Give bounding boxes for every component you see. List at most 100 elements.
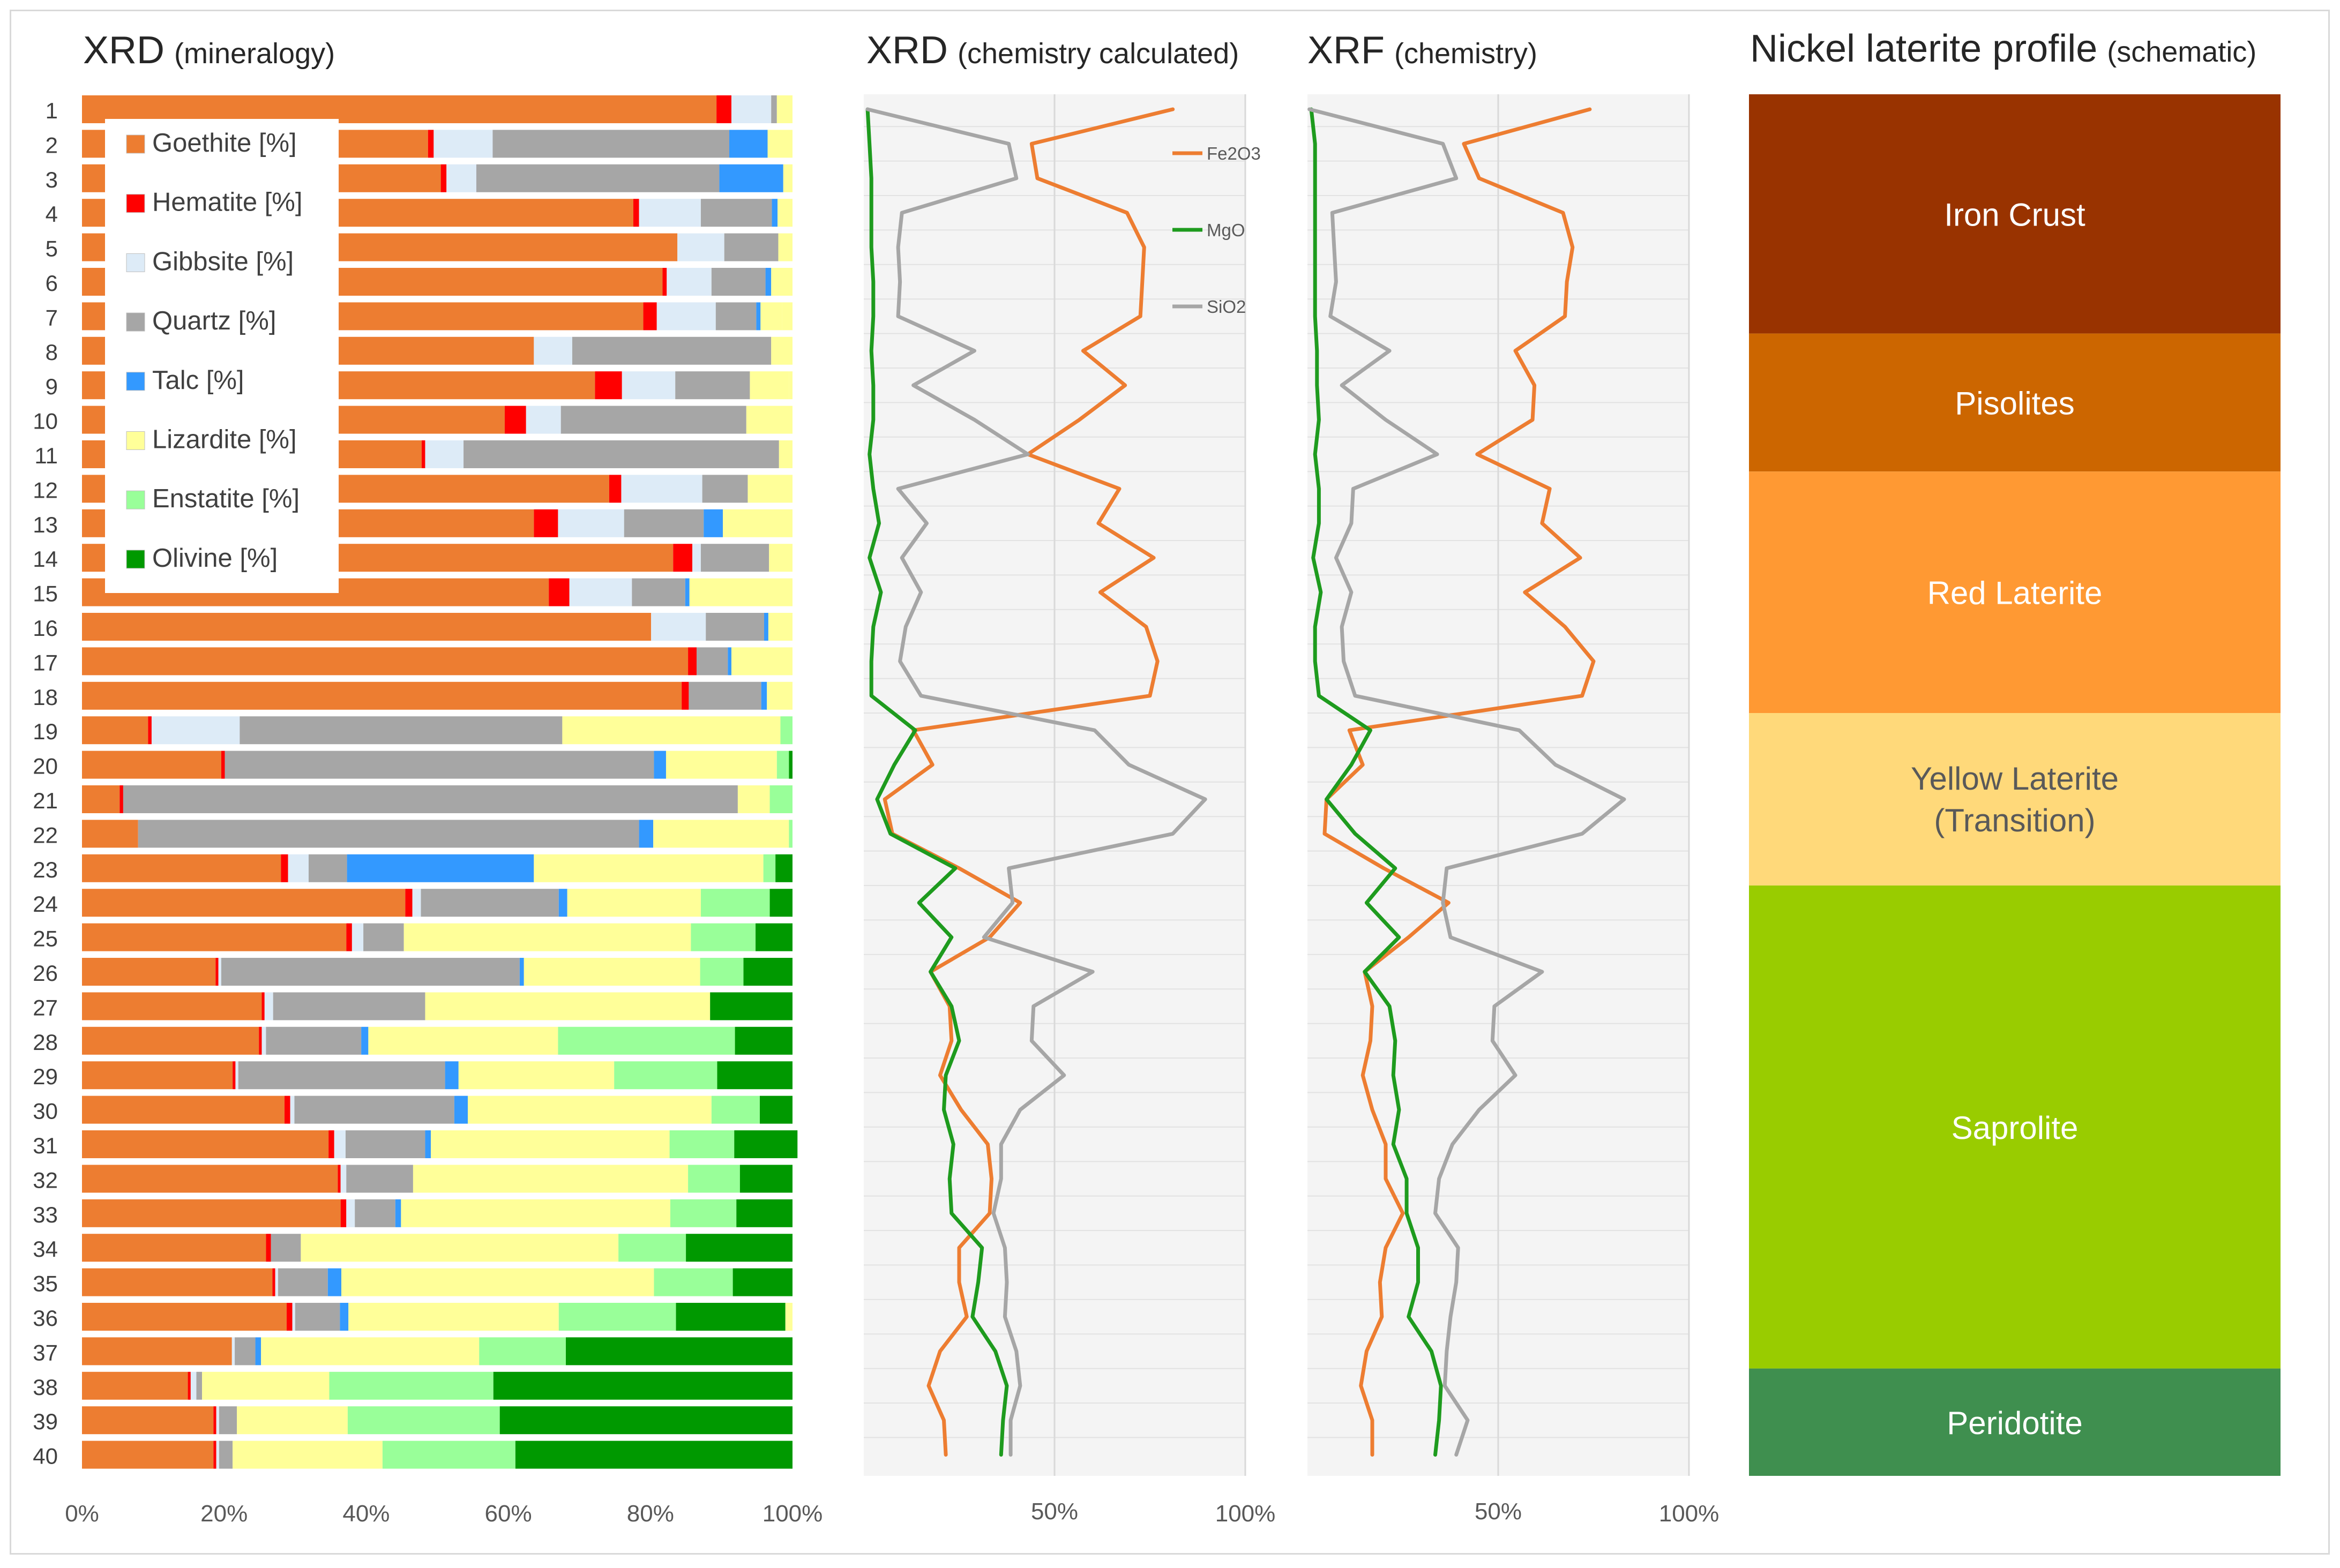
bar-segment-lizardite [368, 1026, 558, 1055]
profile-sublabel-yellow-laterite: (Transition) [1934, 802, 2095, 838]
bar-segment-enstatite [780, 716, 793, 745]
xrf-title: XRF (chemistry) [1307, 29, 1537, 72]
bar-segment-lizardite [562, 716, 781, 745]
legend-label-lizardite: Lizardite [%] [152, 425, 297, 454]
bar-segment-talc [639, 820, 654, 848]
bar-segment-olivine [743, 958, 793, 986]
bar-segment-lizardite [746, 406, 793, 434]
bar-segment-hematite [682, 681, 689, 710]
bar-segment-quartz [123, 785, 738, 813]
bar-segment-talc [729, 130, 768, 158]
legend-label-enstatite: Enstatite [%] [152, 484, 300, 513]
bar-segment-gibbsite [334, 1130, 346, 1158]
bar-segment-lizardite [782, 302, 793, 331]
bar-segment-quartz [492, 130, 729, 158]
bar-segment-talc [347, 854, 534, 882]
bar-segment-talc [764, 613, 768, 641]
row-label: 32 [33, 1167, 58, 1192]
legend-swatch-gibbsite [126, 253, 145, 272]
bar-segment-gibbsite [667, 268, 712, 296]
bar-segment-enstatite [382, 1441, 515, 1469]
x-tick-label: 50% [1031, 1498, 1078, 1525]
bar-segment-hematite [549, 578, 570, 606]
bar-segment-goethite [82, 1165, 338, 1193]
bar-segment-gibbsite [534, 336, 572, 365]
bar-segment-goethite [82, 95, 717, 123]
bar-segment-lizardite [767, 130, 793, 158]
bar-segment-enstatite [558, 1303, 676, 1331]
bar-segment-hematite [716, 95, 731, 123]
bar-segment-olivine [732, 1268, 793, 1296]
profile-band-red-laterite [1749, 471, 2281, 713]
bar-segment-olivine [769, 889, 793, 917]
row-label: 29 [33, 1064, 58, 1089]
bar-segment-lizardite [468, 1096, 712, 1124]
legend-swatch-lizardite [126, 431, 145, 450]
bar-segment-gibbsite [569, 578, 632, 606]
row-label: 17 [33, 650, 58, 675]
legend-swatch-quartz [126, 312, 145, 332]
bar-segment-enstatite [688, 1165, 740, 1193]
bar-segment-lizardite [413, 1165, 689, 1193]
bar-segment-talc [519, 958, 524, 986]
legend-swatch-hematite [126, 194, 145, 213]
bar-segment-quartz [711, 268, 766, 296]
profile-band-pisolites [1749, 333, 2281, 472]
bar-segment-quartz [715, 302, 757, 331]
x-tick-label: 100% [1659, 1501, 1720, 1527]
row-label: 14 [33, 546, 58, 572]
bar-segment-lizardite [760, 302, 782, 331]
x-tick-label: 100% [1215, 1501, 1276, 1527]
bar-segment-quartz [278, 1268, 328, 1296]
bar-segment-hematite [421, 440, 425, 468]
series-line-sio2 [865, 107, 1207, 1457]
bar-segment-talc [719, 164, 783, 192]
bar-segment-hematite [259, 1026, 262, 1055]
row-label: 21 [33, 788, 58, 813]
row-label: 18 [33, 685, 58, 710]
bar-segment-hematite [673, 544, 693, 572]
bar-segment-goethite [82, 1096, 285, 1124]
legend-swatch-talc [126, 372, 145, 391]
bar-segment-talc [395, 1199, 401, 1227]
bar-segment-gibbsite [290, 1096, 295, 1124]
row-label: 8 [46, 340, 58, 365]
bar-segment-quartz [476, 164, 720, 192]
bar-segment-gibbsite [216, 1406, 219, 1435]
bar-segment-quartz [724, 233, 779, 261]
bar-segment-olivine [717, 1061, 793, 1090]
bar-segment-quartz [689, 681, 761, 710]
bar-segment-enstatite [654, 1268, 733, 1296]
bar-segment-talc [761, 681, 767, 710]
profile-label-saprolite: Saprolite [1952, 1110, 2079, 1146]
bar-segment-olivine [736, 1199, 793, 1227]
bar-segment-hematite [188, 1371, 191, 1400]
row-label: 22 [33, 822, 58, 847]
bar-segment-hematite [215, 958, 219, 986]
bar-segment-talc [685, 578, 690, 606]
bar-segment-enstatite [711, 1096, 760, 1124]
bar-segment-quartz [363, 923, 404, 951]
bar-segment-quartz [138, 820, 639, 848]
mineral-legend: Goethite [%] Hematite [%] Gibbsite [%] Quar… [105, 119, 339, 593]
bar-segment-quartz [235, 1337, 256, 1366]
bar-segment-enstatite [347, 1406, 500, 1435]
row-label: 33 [33, 1202, 58, 1227]
bar-segment-quartz [271, 1234, 301, 1262]
bar-segment-gibbsite [425, 440, 464, 468]
row-label: 1 [46, 98, 58, 123]
row-label: 11 [34, 443, 58, 468]
bar-segment-olivine [756, 923, 793, 951]
bar-segment-quartz [700, 544, 769, 572]
bar-segment-goethite [82, 1130, 329, 1158]
profile-label-pisolites: Pisolites [1955, 385, 2074, 421]
bar-segment-quartz [696, 647, 728, 676]
legend-swatch-goethite [126, 134, 145, 154]
bar-segment-olivine [789, 751, 793, 779]
bar-segment-quartz [266, 1026, 362, 1055]
bar-segment-talc [340, 1303, 349, 1331]
row-label: 24 [33, 891, 58, 917]
bar-segment-goethite [82, 647, 689, 676]
profile-label-red-laterite: Red Laterite [1927, 575, 2103, 611]
bar-segment-talc [361, 1026, 369, 1055]
